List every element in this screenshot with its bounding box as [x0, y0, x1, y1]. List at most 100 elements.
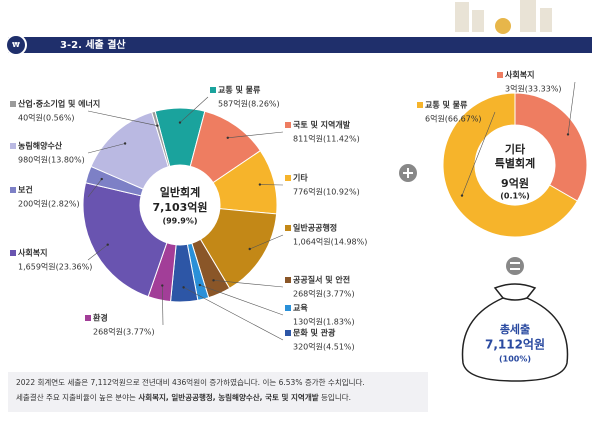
slice-label: 농림해양수산	[18, 141, 63, 151]
pie-slice	[82, 182, 168, 298]
footer-segment: 세출결산 주요 지출비율이 높은 분야는	[16, 392, 138, 402]
bag-tie	[502, 297, 528, 301]
leader-line	[183, 287, 284, 341]
slice-value: 130억원(1.83%)	[293, 317, 355, 327]
leader-dot	[460, 194, 464, 197]
legend-swatch	[285, 277, 291, 283]
legend-swatch	[10, 187, 16, 193]
leader-dot	[212, 279, 215, 282]
leader-dot	[258, 183, 262, 186]
center-total: 7,103억원	[152, 200, 207, 214]
slice-value: 268억원(3.77%)	[293, 289, 355, 299]
slice-label: 교통 및 물류	[218, 85, 261, 95]
skyline	[455, 0, 552, 34]
legend-swatch	[10, 101, 16, 107]
slice-label: 문화 및 관광	[293, 328, 336, 338]
leader-dot	[156, 124, 159, 127]
leader-dot	[198, 283, 202, 287]
slice-label: 일반공공행정	[293, 223, 337, 233]
slice-value: 6억원(66.67%)	[425, 114, 482, 124]
legend-swatch	[497, 72, 503, 78]
slice-value: 3억원(33.33%)	[505, 84, 562, 94]
leader-dot	[248, 247, 251, 251]
center-label: 일반회계	[160, 185, 200, 199]
leader-line	[227, 131, 284, 139]
slice-value: 811억원(11.42%)	[293, 134, 360, 144]
money-bag	[461, 283, 569, 382]
slice-label: 보건	[18, 185, 33, 195]
leader-line	[179, 96, 209, 123]
equals-sign	[506, 257, 524, 275]
header-bar	[8, 37, 592, 53]
slice-label: 기타	[293, 173, 308, 183]
leader-line	[199, 284, 284, 316]
pie-slice	[442, 92, 579, 238]
legend-swatch	[85, 315, 91, 321]
slice-label: 공공질서 및 안전	[293, 275, 350, 285]
pie-slice	[514, 92, 588, 202]
slice-value: 40억원(0.56%)	[18, 113, 75, 123]
header-icon	[5, 34, 27, 56]
legend-swatch	[10, 143, 16, 149]
grand-total-share: (100%)	[499, 355, 531, 364]
leader-dot	[566, 133, 570, 136]
slice-value: 1,659억원(23.36%)	[18, 262, 92, 272]
slice-value: 776억원(10.92%)	[293, 187, 360, 197]
center-label: 기타	[505, 142, 526, 156]
slice-value: 980억원(13.80%)	[18, 155, 85, 165]
header-title: 3-2. 세출 결산	[60, 38, 126, 51]
leader-line	[87, 178, 102, 198]
center-label: 특별회계	[495, 156, 535, 170]
legend-swatch	[285, 122, 291, 128]
leader-dot	[182, 286, 185, 289]
leader-line	[87, 110, 158, 127]
footer-segment: 등입니다.	[319, 393, 351, 402]
leader-line	[162, 285, 164, 326]
pie-slice	[151, 110, 171, 168]
slice-label: 국토 및 지역개발	[293, 120, 351, 130]
slice-value: 268억원(3.77%)	[93, 327, 155, 337]
footer-box	[8, 372, 428, 412]
footer-segment: 사회복지, 일반공공행정, 농림해양수산, 국토 및 지역개발	[138, 392, 318, 402]
slice-label: 산업·중소기업 및 에너지	[18, 99, 100, 109]
legend-swatch	[285, 305, 291, 311]
leader-line	[249, 234, 284, 250]
grand-total-label: 총세출	[500, 322, 530, 336]
legend-swatch	[285, 175, 291, 181]
slice-value: 1,064억원(14.98%)	[293, 237, 367, 247]
leader-line	[567, 81, 576, 135]
center-share: (0.1%)	[500, 192, 530, 201]
leader-dot	[178, 121, 182, 124]
center-total: 9억원	[501, 176, 529, 190]
slice-value: 320억원(4.51%)	[293, 342, 355, 352]
icon-glyph: ₩	[12, 41, 20, 49]
grand-total-value: 7,112억원	[485, 338, 545, 352]
leader-line	[461, 111, 496, 196]
footer-line: 세출결산 주요 지출비율이 높은 분야는 사회복지, 일반공공행정, 농림해양수…	[16, 392, 351, 402]
leader-dot	[123, 142, 127, 145]
slice-value: 200억원(2.82%)	[18, 199, 80, 209]
leader-line	[87, 244, 108, 261]
slice-label: 교육	[293, 303, 308, 313]
leader-line	[213, 280, 284, 288]
leader-dot	[100, 177, 103, 181]
leader-line	[87, 143, 126, 154]
legend-swatch	[210, 87, 216, 93]
leader-dot	[226, 136, 229, 139]
slice-label: 환경	[93, 313, 108, 323]
slice-label: 교통 및 물류	[425, 100, 468, 110]
footer-line: 2022 회계연도 세출은 7,112억원으로 전년대비 436억원이 증가하였…	[16, 377, 365, 387]
footer-segment: 2022 회계연도 세출은 7,112억원으로 전년대비 436억원이 증가하였…	[16, 377, 365, 387]
slice-label: 사회복지	[18, 248, 47, 258]
center-share: (99.9%)	[162, 217, 197, 226]
leader-dot	[161, 284, 164, 287]
plus-sign	[399, 164, 417, 182]
leader-dot	[106, 243, 109, 246]
legend-swatch	[417, 102, 423, 108]
slice-label: 사회복지	[505, 70, 534, 80]
slice-value: 587억원(8.26%)	[218, 99, 280, 109]
legend-swatch	[285, 330, 291, 336]
legend-swatch	[10, 250, 16, 256]
